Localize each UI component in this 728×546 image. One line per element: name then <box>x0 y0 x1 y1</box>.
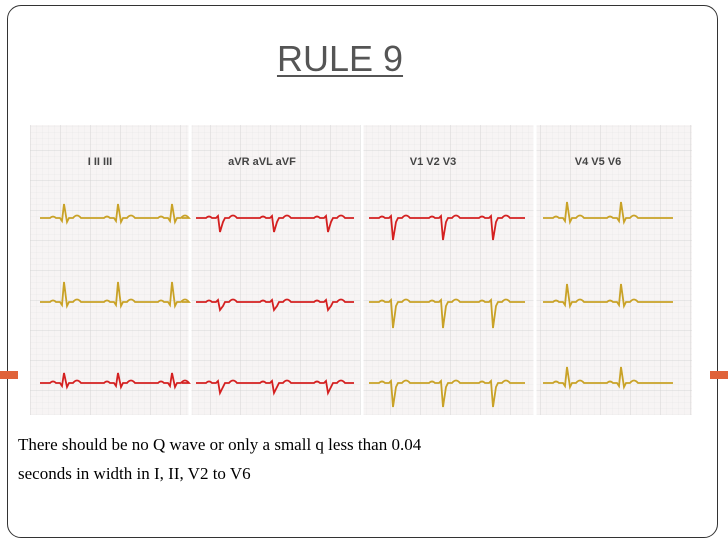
ecg-trace <box>369 297 525 329</box>
text-line: seconds in width in I, II, V2 to V6 <box>18 464 251 483</box>
lead-group-label: V4 V5 V6 <box>575 156 621 168</box>
ecg-trace <box>196 298 354 313</box>
slide-title: RULE 9 <box>276 38 404 79</box>
lead-group-label: V1 V2 V3 <box>410 156 456 168</box>
ecg-trace <box>196 379 354 396</box>
ecg-trace <box>40 203 191 225</box>
ecg-trace <box>196 214 354 233</box>
lead-group-label: aVR aVL aVF <box>228 156 296 168</box>
ecg-trace <box>369 378 525 408</box>
lead-group-label: I II III <box>88 156 112 168</box>
ecg-trace <box>543 201 673 225</box>
slide-border <box>7 5 718 538</box>
ecg-trace <box>369 213 525 241</box>
ecg-trace <box>40 281 191 310</box>
accent-bar <box>710 371 728 379</box>
accent-bar <box>0 371 18 379</box>
ecg-trace <box>543 283 673 310</box>
ecg-trace <box>40 372 191 390</box>
ecg-trace <box>543 366 673 390</box>
text-line: There should be no Q wave or only a smal… <box>18 435 422 454</box>
body-text: There should be no Q wave or only a smal… <box>18 430 421 488</box>
